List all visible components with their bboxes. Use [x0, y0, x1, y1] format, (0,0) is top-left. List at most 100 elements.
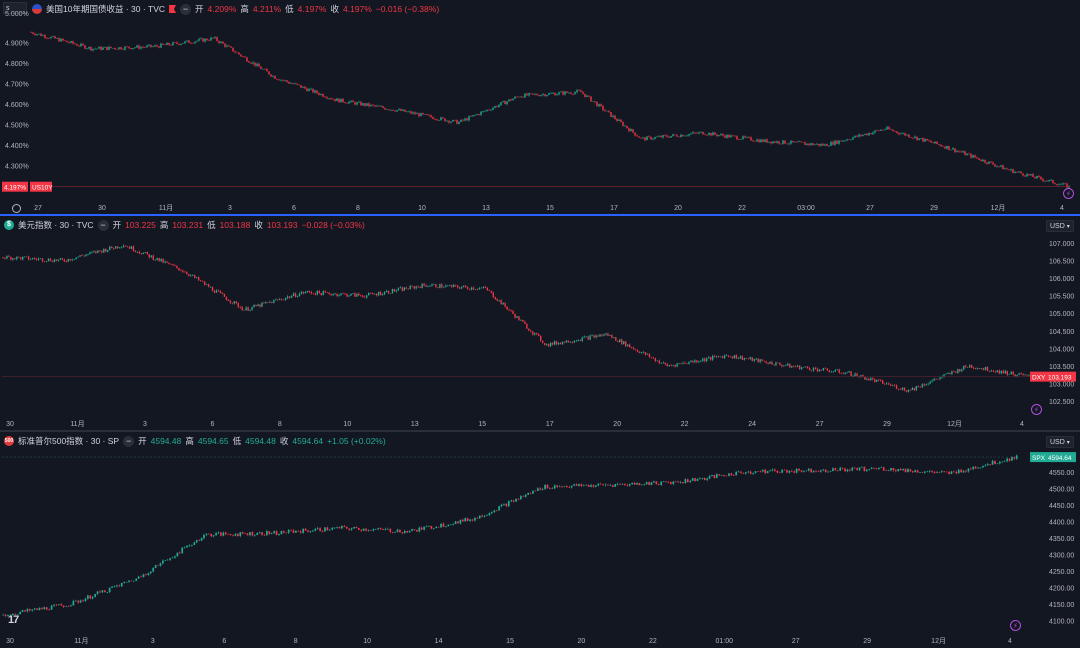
candle-body [132, 48, 134, 50]
candle-body [604, 110, 606, 111]
candle-body [74, 43, 76, 45]
candle-body [1038, 176, 1040, 177]
candle-body [72, 601, 75, 606]
red-flag-icon[interactable] [169, 5, 177, 13]
series-title[interactable]: 标准普尔500指数 · 30 · SP [18, 436, 120, 446]
currency-select[interactable]: USD ▾ [1046, 436, 1074, 448]
candle-body [1024, 175, 1026, 177]
candle-body [122, 49, 124, 50]
low-value: 103.188 [219, 220, 251, 230]
change-value: +1.05 (+0.02%) [327, 436, 386, 446]
candle-body [800, 470, 803, 472]
candle-body [210, 533, 213, 537]
candle-body [174, 556, 176, 558]
candle-body [300, 291, 303, 294]
candle-body [1016, 374, 1018, 377]
candle-body [677, 481, 679, 483]
collapse-icon[interactable]: − [180, 3, 192, 15]
candle-body [787, 363, 789, 366]
candle-body [916, 136, 918, 140]
candle-body [716, 134, 718, 136]
candle-body [541, 340, 544, 344]
candle-body [798, 468, 800, 471]
lightning-icon[interactable]: ⚡ [1010, 620, 1021, 631]
candle-body [980, 368, 983, 369]
chart-spx[interactable]: 4550.004500.004450.004400.004350.004300.… [0, 432, 1080, 648]
candle-body [886, 127, 888, 130]
settings-icon[interactable] [12, 204, 21, 213]
lightning-icon[interactable]: ⚡ [1031, 404, 1042, 415]
candle-body [918, 138, 920, 140]
candle-body [415, 286, 417, 289]
candle-body [866, 133, 868, 136]
candle-body [961, 369, 963, 372]
pane-divider[interactable] [0, 214, 1080, 216]
currency-select[interactable]: USD ▾ [1046, 220, 1074, 232]
series-title[interactable]: 美国10年期国债收益 · 30 · TVC [46, 4, 166, 14]
candle-body [682, 362, 684, 364]
candle-body [656, 360, 659, 362]
candle-body [105, 248, 107, 252]
candle-body [490, 109, 492, 111]
collapse-icon[interactable]: − [123, 435, 135, 447]
chart-us10y[interactable]: 4.900%4.800%4.700%4.600%4.500%4.400%4.30… [0, 0, 1080, 214]
candle-body [538, 95, 540, 97]
candle-body [994, 371, 997, 373]
candle-body [737, 471, 740, 473]
candle-body [470, 116, 472, 117]
pane-spx[interactable]: 500 标准普尔500指数 · 30 · SP − 开 4594.48 高 4594… [0, 432, 1080, 648]
candle-body [670, 365, 672, 366]
pane-us10y[interactable]: s 美国10年期国债收益 · 30 · TVC − 开 4.209% 高 4.211… [0, 0, 1080, 214]
candle-body [493, 510, 496, 513]
candle-body [618, 119, 620, 121]
candle-body [502, 101, 504, 103]
candle-body [816, 368, 819, 372]
candle-body [759, 471, 762, 472]
candle-body [553, 485, 556, 489]
candle-body [532, 490, 534, 494]
candle-body [397, 288, 400, 291]
candle-body [304, 292, 307, 294]
candle-body [120, 247, 123, 248]
collapse-icon[interactable]: − [97, 219, 109, 231]
candle-body [790, 470, 793, 472]
candle-body [730, 473, 733, 476]
candle-body [534, 490, 537, 492]
candle-body [686, 363, 688, 365]
candle-body [212, 37, 214, 39]
candle-body [319, 528, 321, 531]
candle-body [706, 358, 708, 362]
tradingview-logo-icon[interactable]: 17 [8, 614, 19, 626]
candle-body [474, 114, 476, 116]
candle-body [777, 362, 779, 364]
candle-body [234, 51, 236, 53]
lightning-icon[interactable]: ⚡ [1063, 188, 1074, 199]
candle-body [972, 367, 975, 369]
candle-body [263, 302, 265, 304]
y-tick-label: 103.000 [1049, 381, 1074, 388]
candle-body [512, 500, 515, 502]
candle-body [664, 135, 666, 136]
symbol-search-box[interactable]: s [3, 2, 27, 14]
candle-body [976, 157, 978, 159]
candle-body [619, 484, 621, 485]
candle-body [524, 321, 526, 324]
high-label: 高 [185, 436, 194, 446]
candle-body [239, 532, 242, 537]
pane-divider[interactable] [0, 430, 1080, 432]
y-tick-label: 105.500 [1049, 294, 1074, 301]
candle-body [346, 102, 348, 104]
series-title[interactable]: 美元指数 · 30 · TVC [18, 220, 94, 230]
candle-body [234, 533, 237, 536]
candle-body [899, 468, 902, 471]
candle-body [417, 286, 419, 287]
candle-body [403, 287, 405, 291]
candle-body [314, 528, 317, 531]
candle-body [391, 288, 394, 294]
candle-body [700, 360, 702, 362]
candle-body [462, 119, 464, 121]
candle-body [543, 343, 546, 345]
chart-dxy[interactable]: 107.000106.500106.000105.500105.000104.5… [0, 216, 1080, 430]
candle-body [123, 582, 126, 583]
